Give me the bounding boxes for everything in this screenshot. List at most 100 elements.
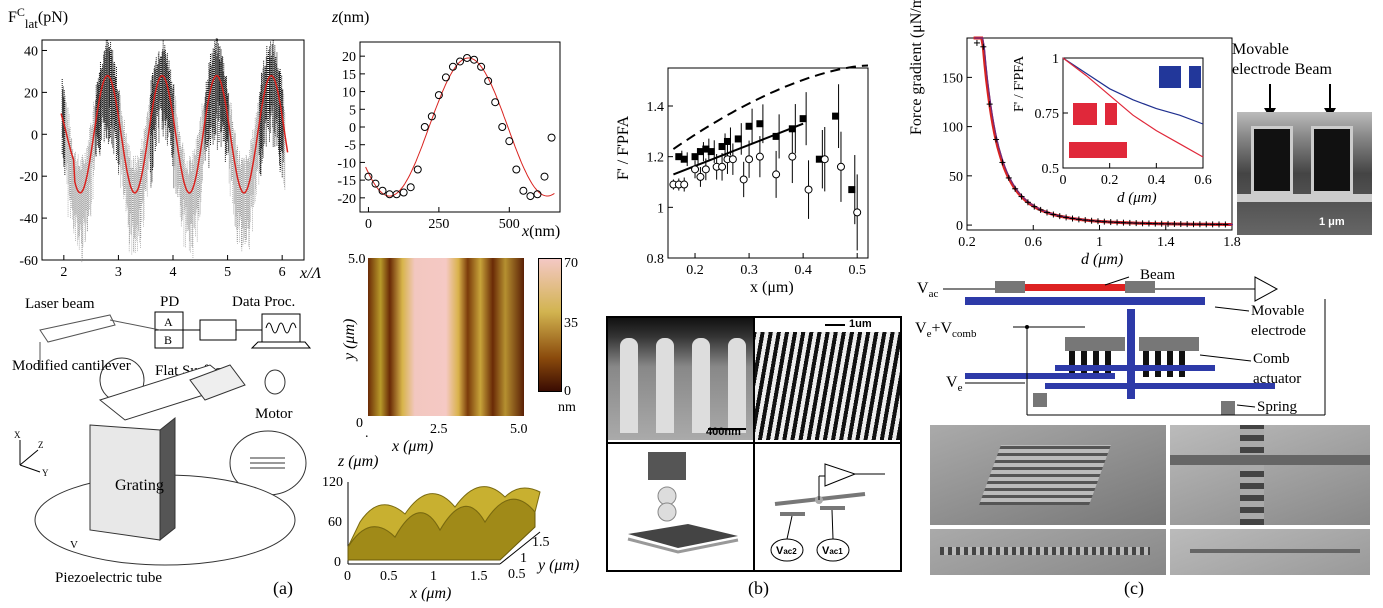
x-tick-label: 0.2 <box>1101 173 1119 188</box>
svg-text:70: 70 <box>564 256 578 271</box>
svg-text:X: X <box>14 430 21 440</box>
x-tick-label: 5 <box>224 265 231 280</box>
data-point-circle <box>788 152 797 161</box>
data-point <box>371 179 380 188</box>
afm-axes: 5.0 0 . 2.5 5.0 y (μm) 70 35 0 nm <box>341 252 578 441</box>
inset-ylabel: F' / F'PFA <box>1012 55 1027 112</box>
sem-device-images <box>930 425 1370 575</box>
svg-text:Ve: Ve <box>946 374 963 394</box>
motor-icon <box>264 369 286 395</box>
x-tick-label: 1.4 <box>1157 235 1175 250</box>
y-tick-label: 20 <box>342 50 356 65</box>
amplifier-icon <box>1254 276 1279 302</box>
sem-grating-image: 1um <box>755 318 900 440</box>
sem-beam-image: 1 μm <box>1237 112 1372 235</box>
data-point-square <box>799 115 807 123</box>
z-ylabel: z(nm) <box>331 9 369 26</box>
surf-zlabel: z (μm) <box>337 453 378 470</box>
data-point <box>420 123 429 131</box>
data-point <box>519 186 528 195</box>
y-tick-label: 0.75 <box>1035 107 1060 122</box>
data-point <box>385 190 394 199</box>
svg-text:1: 1 <box>520 551 527 566</box>
svg-text:Vac2: Vac2 <box>776 545 797 557</box>
x-tick-label: 0 <box>1060 173 1067 188</box>
y-tick-label: 1 <box>657 201 664 216</box>
data-point-square <box>718 143 726 151</box>
svg-text:1.5: 1.5 <box>470 569 488 584</box>
y-tick-label: 0.5 <box>1042 162 1060 177</box>
svg-text:120: 120 <box>322 475 343 490</box>
data-point-circle <box>728 155 737 164</box>
data-point <box>491 98 500 107</box>
x-tick-label: 1 <box>1096 235 1103 250</box>
svg-text:actuator: actuator <box>1253 371 1301 387</box>
y-tick-label: 1.2 <box>647 151 665 166</box>
series-red-line <box>1062 57 1204 158</box>
data-point-circle <box>680 180 689 189</box>
force-xlabel: x/Λ <box>299 265 322 282</box>
svg-text:1: 1 <box>430 569 437 584</box>
data-point-circle <box>696 172 705 181</box>
x-tick-label: 0.6 <box>1194 173 1212 188</box>
x-tick-label: 0 <box>365 217 372 232</box>
fit-curve <box>365 57 555 197</box>
x-tick-label: 3 <box>115 265 122 280</box>
data-point <box>533 190 542 199</box>
fit-curve <box>60 74 289 194</box>
y-tick-label: 5 <box>349 103 356 118</box>
casimir-ratio-plot: F' / F'PFA 0.2 0.3 0.4 0.5 0.8 1 1.2 1.4 x (μm) <box>615 64 869 296</box>
axes-icon: X Z Y <box>14 430 49 478</box>
x-tick-label: 0.2 <box>958 235 976 250</box>
data-point-square <box>680 155 688 163</box>
svg-text:B: B <box>164 333 172 347</box>
inset-xlabel: d (μm) <box>1117 190 1157 206</box>
b-xlabel: x (μm) <box>750 279 794 296</box>
data-point <box>448 62 457 71</box>
data-point-square <box>772 132 780 140</box>
svg-text:V: V <box>70 539 78 551</box>
data-point <box>540 172 549 181</box>
y-tick-label: -40 <box>19 212 38 227</box>
data-point-circle <box>804 185 813 194</box>
motor-label: Motor <box>255 406 293 422</box>
movable-label: Movable <box>1232 41 1289 58</box>
data-point-square <box>756 120 764 128</box>
spring-label: Spring <box>1257 399 1298 415</box>
data-point-circle <box>853 208 862 217</box>
force-gradient-plot: Force gradient (μN/m) 0.2 0.6 1 1.4 1.805010… <box>908 0 1241 268</box>
data-point-square <box>723 137 731 145</box>
z-profile-plot: z(nm) 0 250 500 -20 -15 -10 -5 0 5 10 15 20 x(nm) <box>331 9 561 240</box>
svg-text:0: 0 <box>334 555 341 570</box>
caption-a: (a) <box>273 578 293 598</box>
electrode-beam-label: electrode Beam <box>1232 61 1332 78</box>
sem-images-b: 400nm 1um Vac2 Vac1 <box>606 316 902 572</box>
data-point-square <box>691 153 699 161</box>
svg-text:Y: Y <box>42 468 49 478</box>
x-tick-label: 250 <box>428 217 449 232</box>
data-point-circle <box>755 152 764 161</box>
colorbar <box>538 258 562 392</box>
circuit-sketch: Vac2 Vac1 <box>770 463 885 562</box>
grating-label: Grating <box>115 477 164 494</box>
data-point <box>470 55 479 64</box>
y-tick-label: -15 <box>337 174 356 189</box>
svg-text:0.5: 0.5 <box>380 569 398 584</box>
data-point <box>399 188 408 197</box>
inset-red-block <box>1073 103 1097 125</box>
x-tick-label: 0.4 <box>1148 173 1166 188</box>
data-point-square <box>848 186 856 194</box>
x-tick-label: 0.6 <box>1025 235 1043 250</box>
cantilever-label: Modified cantilever <box>12 358 131 374</box>
caption-b: (b) <box>748 578 769 598</box>
x-tick-label: 0.3 <box>740 263 758 278</box>
x-tick-label: 500 <box>499 217 520 232</box>
y-tick-label: 50 <box>949 170 963 185</box>
svg-text:0: 0 <box>344 569 351 584</box>
svg-text:nm: nm <box>558 400 576 415</box>
y-tick-label: 15 <box>342 68 356 83</box>
svg-text:0.5: 0.5 <box>508 567 526 582</box>
x-tick-label: 0.5 <box>848 263 866 278</box>
svg-text:60: 60 <box>328 515 342 530</box>
y-tick-label: 0.8 <box>647 252 665 267</box>
